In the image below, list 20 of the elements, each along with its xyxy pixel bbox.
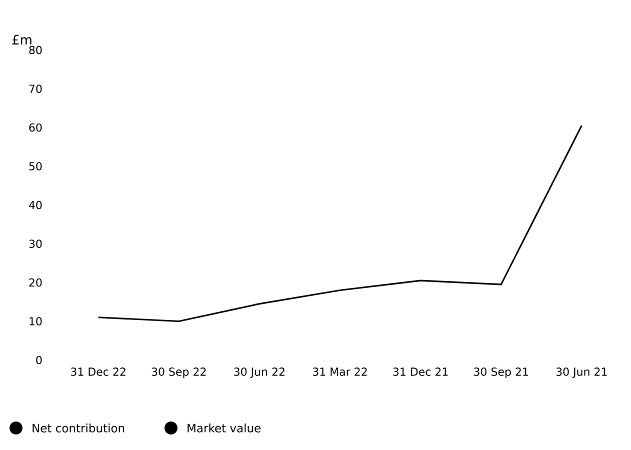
x-tick-label: 30 Sep 22 (152, 368, 206, 378)
y-tick-label: 60 (29, 123, 42, 132)
y-tick-label: 0 (36, 356, 42, 364)
y-tick-label: 10 (30, 317, 42, 326)
x-tick-label: 30 Jun 22 (234, 368, 284, 378)
x-tick-label: 31 Mar 22 (312, 368, 367, 376)
y-tick-label: 70 (29, 84, 42, 93)
y-tick-label: 30 (29, 240, 42, 248)
y-tick-label: 80 (29, 46, 42, 54)
y-tick-label: 50 (29, 162, 42, 170)
y-axis-title: £m (12, 34, 32, 44)
x-tick-label: 30 Jun 21 (556, 368, 607, 378)
legend-label: Net contribution (32, 424, 124, 432)
x-tick-label: 31 Dec 22 (71, 368, 126, 376)
x-tick-label: 30 Sep 21 (474, 368, 528, 378)
y-tick-label: 20 (29, 278, 42, 287)
x-tick-label: 31 Dec 21 (393, 368, 448, 376)
line-series (98, 124, 582, 322)
legend-label: Market value (188, 424, 261, 432)
y-tick-label: 40 (29, 200, 42, 210)
